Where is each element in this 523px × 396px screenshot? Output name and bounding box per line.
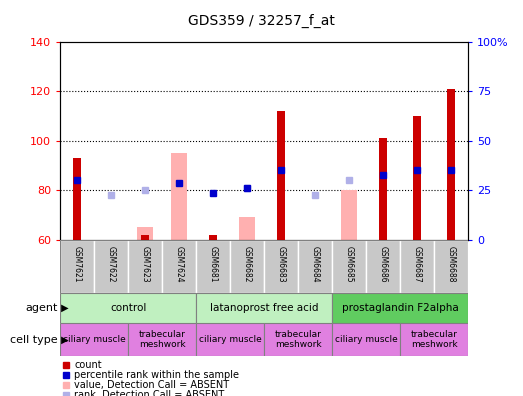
Text: value, Detection Call = ABSENT: value, Detection Call = ABSENT [74,380,230,390]
Text: cell type: cell type [10,335,58,345]
Bar [60,240,94,293]
Bar [264,323,332,356]
Text: trabecular
meshwork: trabecular meshwork [139,330,186,349]
Text: ▶: ▶ [58,335,68,345]
Bar [60,323,128,356]
Text: GSM6687: GSM6687 [413,246,422,283]
Bar [277,111,286,240]
Text: GSM7621: GSM7621 [73,246,82,282]
Bar [94,240,128,293]
Bar [342,190,357,240]
Bar [196,240,230,293]
Bar [400,323,468,356]
Bar [230,240,264,293]
Bar [298,240,332,293]
Text: GSM7624: GSM7624 [175,246,184,283]
Bar [138,227,153,240]
Text: GSM6684: GSM6684 [311,246,320,283]
Bar [447,89,456,240]
Text: GSM7622: GSM7622 [107,246,116,282]
Text: ciliary muscle: ciliary muscle [199,335,262,344]
Bar [434,240,468,293]
Bar [366,240,400,293]
Bar [264,240,298,293]
Bar [240,217,255,240]
Text: GSM6686: GSM6686 [379,246,388,283]
Text: GSM6688: GSM6688 [447,246,456,282]
Text: GSM6681: GSM6681 [209,246,218,282]
Bar [128,240,162,293]
Text: GSM6682: GSM6682 [243,246,252,282]
Bar [332,240,366,293]
Bar [128,323,196,356]
Bar [141,234,150,240]
Text: ciliary muscle: ciliary muscle [335,335,397,344]
Text: count: count [74,360,102,370]
Bar [172,153,187,240]
Bar [400,240,434,293]
Text: prostaglandin F2alpha: prostaglandin F2alpha [342,303,459,313]
Text: agent: agent [25,303,58,313]
Text: GSM6685: GSM6685 [345,246,354,283]
Bar [162,240,196,293]
Text: GSM6683: GSM6683 [277,246,286,283]
Text: control: control [110,303,146,313]
Bar [209,234,218,240]
Text: ciliary muscle: ciliary muscle [63,335,126,344]
Bar [73,158,82,240]
Bar [379,138,388,240]
Text: trabecular
meshwork: trabecular meshwork [275,330,322,349]
Text: rank, Detection Call = ABSENT: rank, Detection Call = ABSENT [74,390,225,396]
Bar [60,293,196,323]
Text: GSM7623: GSM7623 [141,246,150,283]
Text: trabecular
meshwork: trabecular meshwork [411,330,458,349]
Bar [196,323,264,356]
Bar [332,293,468,323]
Bar [332,323,400,356]
Bar [413,116,422,240]
Text: latanoprost free acid: latanoprost free acid [210,303,319,313]
Text: ▶: ▶ [58,303,68,313]
Text: percentile rank within the sample: percentile rank within the sample [74,370,240,380]
Text: GDS359 / 32257_f_at: GDS359 / 32257_f_at [188,14,335,28]
Bar [196,293,332,323]
